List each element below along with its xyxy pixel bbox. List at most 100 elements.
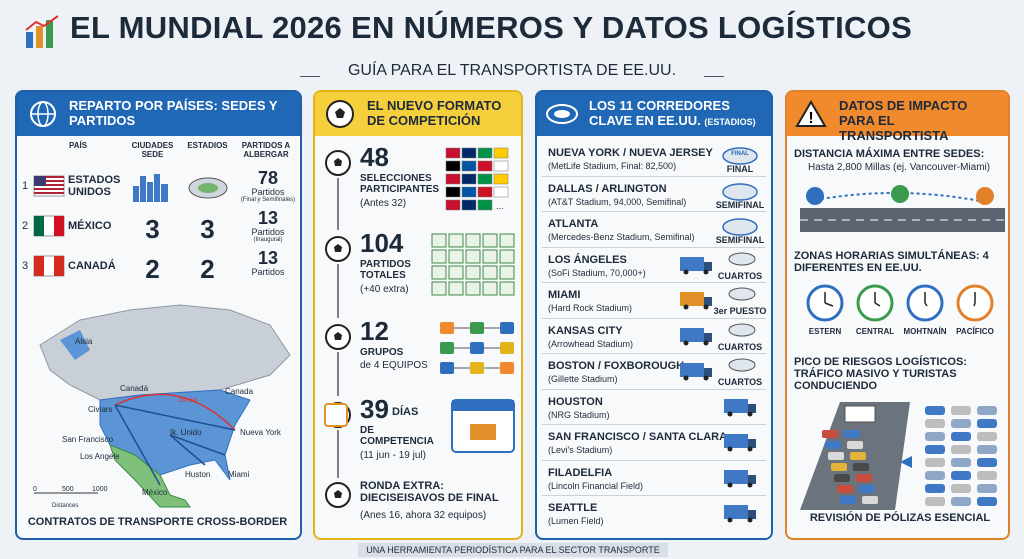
- icon-shape: [482, 281, 498, 296]
- map-footer: CONTRATOS DE TRANSPORTE CROSS-BORDER: [27, 516, 288, 528]
- stadium-icon: [722, 218, 758, 236]
- icon-shape: [334, 158, 342, 166]
- icon-shape: [461, 199, 477, 211]
- icon-shape: [470, 424, 496, 440]
- icon-shape: [448, 281, 464, 296]
- icon-shape: [703, 375, 709, 381]
- timeline-arrow: [337, 178, 339, 230]
- clock-icon: [956, 284, 994, 322]
- matches-unit: Partidos: [251, 227, 285, 237]
- corridor-badge: CUARTOS: [717, 270, 763, 281]
- ball-icon: [325, 324, 351, 350]
- matches-unit: Partidos: [251, 267, 285, 277]
- zone-label: CENTRAL: [855, 327, 895, 336]
- corridor-badge: SEMIFINAL: [715, 199, 765, 210]
- icon-shape: [334, 244, 342, 252]
- footer: UNA HERRAMIENTA PERIODÍSTICA PARA EL SEC…: [358, 543, 668, 557]
- icon-shape: [847, 441, 863, 449]
- icon-shape: [951, 497, 971, 506]
- stadium-icon: [722, 147, 758, 165]
- icon-shape: [951, 484, 971, 493]
- icon-shape: [25, 15, 59, 31]
- icon-shape: [461, 147, 477, 159]
- icon-shape: [440, 322, 454, 334]
- icon-shape: [703, 269, 709, 274]
- row-divider: [542, 282, 766, 283]
- icon-shape: [36, 26, 43, 48]
- group-bracket: [440, 322, 514, 374]
- icon-shape: [748, 439, 756, 448]
- icon-shape: [147, 182, 153, 202]
- icon-shape: [448, 265, 464, 280]
- icon-shape: [747, 517, 753, 523]
- icon-shape: [440, 362, 454, 374]
- icon-shape: [465, 265, 481, 280]
- icon-shape: [925, 432, 945, 441]
- icon-shape: [951, 432, 971, 441]
- icon-shape: [977, 432, 997, 441]
- corridor-city: DALLAS / ARLINGTON: [548, 182, 667, 195]
- stadium-icon: [680, 292, 712, 310]
- icon-shape: [724, 434, 748, 448]
- stadium-icon: [722, 182, 758, 201]
- row-rank: 3: [22, 260, 29, 272]
- icon-shape: [973, 302, 976, 307]
- icon-shape: [862, 496, 878, 504]
- map-label: Huston: [185, 470, 211, 479]
- timeline-arrow: [337, 264, 339, 318]
- row-divider: [542, 175, 766, 177]
- truck-icon: [724, 434, 756, 452]
- icon-shape: [795, 100, 827, 127]
- icon-shape: [727, 446, 733, 452]
- icon-shape: [747, 411, 753, 416]
- icon-shape: [431, 265, 447, 280]
- icon-shape: [704, 332, 712, 342]
- corridor-stadium: (Lincoln Financial Field): [548, 480, 644, 491]
- icon-shape: [977, 406, 997, 415]
- map-label: Canada: [225, 387, 254, 396]
- scale-label: 1000: [92, 486, 108, 493]
- icon-shape: [445, 199, 461, 211]
- corridor-city: HOUSTON: [548, 395, 603, 408]
- icon-shape: [34, 176, 46, 186]
- icon-shape: [747, 446, 753, 452]
- corridor-stadium: (Gillette Stadium): [548, 374, 618, 384]
- row-divider: [542, 246, 766, 248]
- icon-shape: [680, 292, 704, 306]
- icon-shape: [26, 32, 33, 48]
- icon-shape: [334, 490, 342, 498]
- icon-shape: [704, 297, 712, 306]
- flag: [33, 175, 65, 197]
- icon-shape: [680, 327, 704, 342]
- icon-shape: [470, 322, 484, 334]
- corridor-city: SAN FRANCISCO / SANTA CLARA: [548, 431, 728, 443]
- icon-shape: [724, 398, 748, 413]
- icon-shape: [977, 471, 997, 480]
- panel-header: LOS 11 CORREDORES CLAVE EN EE.UU. (ESTAD…: [537, 92, 771, 136]
- icon-shape: [727, 482, 733, 487]
- icon-shape: [728, 323, 756, 336]
- icon-shape: [334, 332, 342, 340]
- zones-title: ZONAS HORARIAS SIMULTÁNEAS: 4 DIFERENTES…: [794, 250, 989, 274]
- icon-shape: [477, 186, 493, 198]
- scale-label: 0: [33, 486, 37, 493]
- cities-count: 3: [145, 214, 160, 244]
- icon-shape: [335, 108, 345, 118]
- row-divider: [542, 353, 766, 354]
- zone-label: ESTERN: [808, 327, 842, 336]
- panel-title: LOS 11 CORREDORES CLAVE EN EE.UU.: [589, 98, 730, 128]
- corridor-stadium: (Arrowhead Stadium): [548, 338, 634, 349]
- map-canada: [39, 304, 291, 401]
- icon-shape: [722, 218, 758, 236]
- icon-shape: [951, 406, 971, 415]
- icon-shape: [482, 233, 498, 248]
- column-header: PAÍS: [68, 141, 88, 150]
- matches-note: (Inaugural): [253, 237, 283, 243]
- map-label: Canadá: [120, 384, 149, 393]
- icon-shape: [856, 474, 872, 482]
- corridor-stadium: (NRG Stadium): [548, 409, 610, 420]
- icon-shape: [54, 256, 64, 276]
- map-label: San Francisco: [62, 435, 114, 444]
- zone-label: MOHTNAÍN: [903, 327, 947, 336]
- icon-shape: [493, 173, 509, 185]
